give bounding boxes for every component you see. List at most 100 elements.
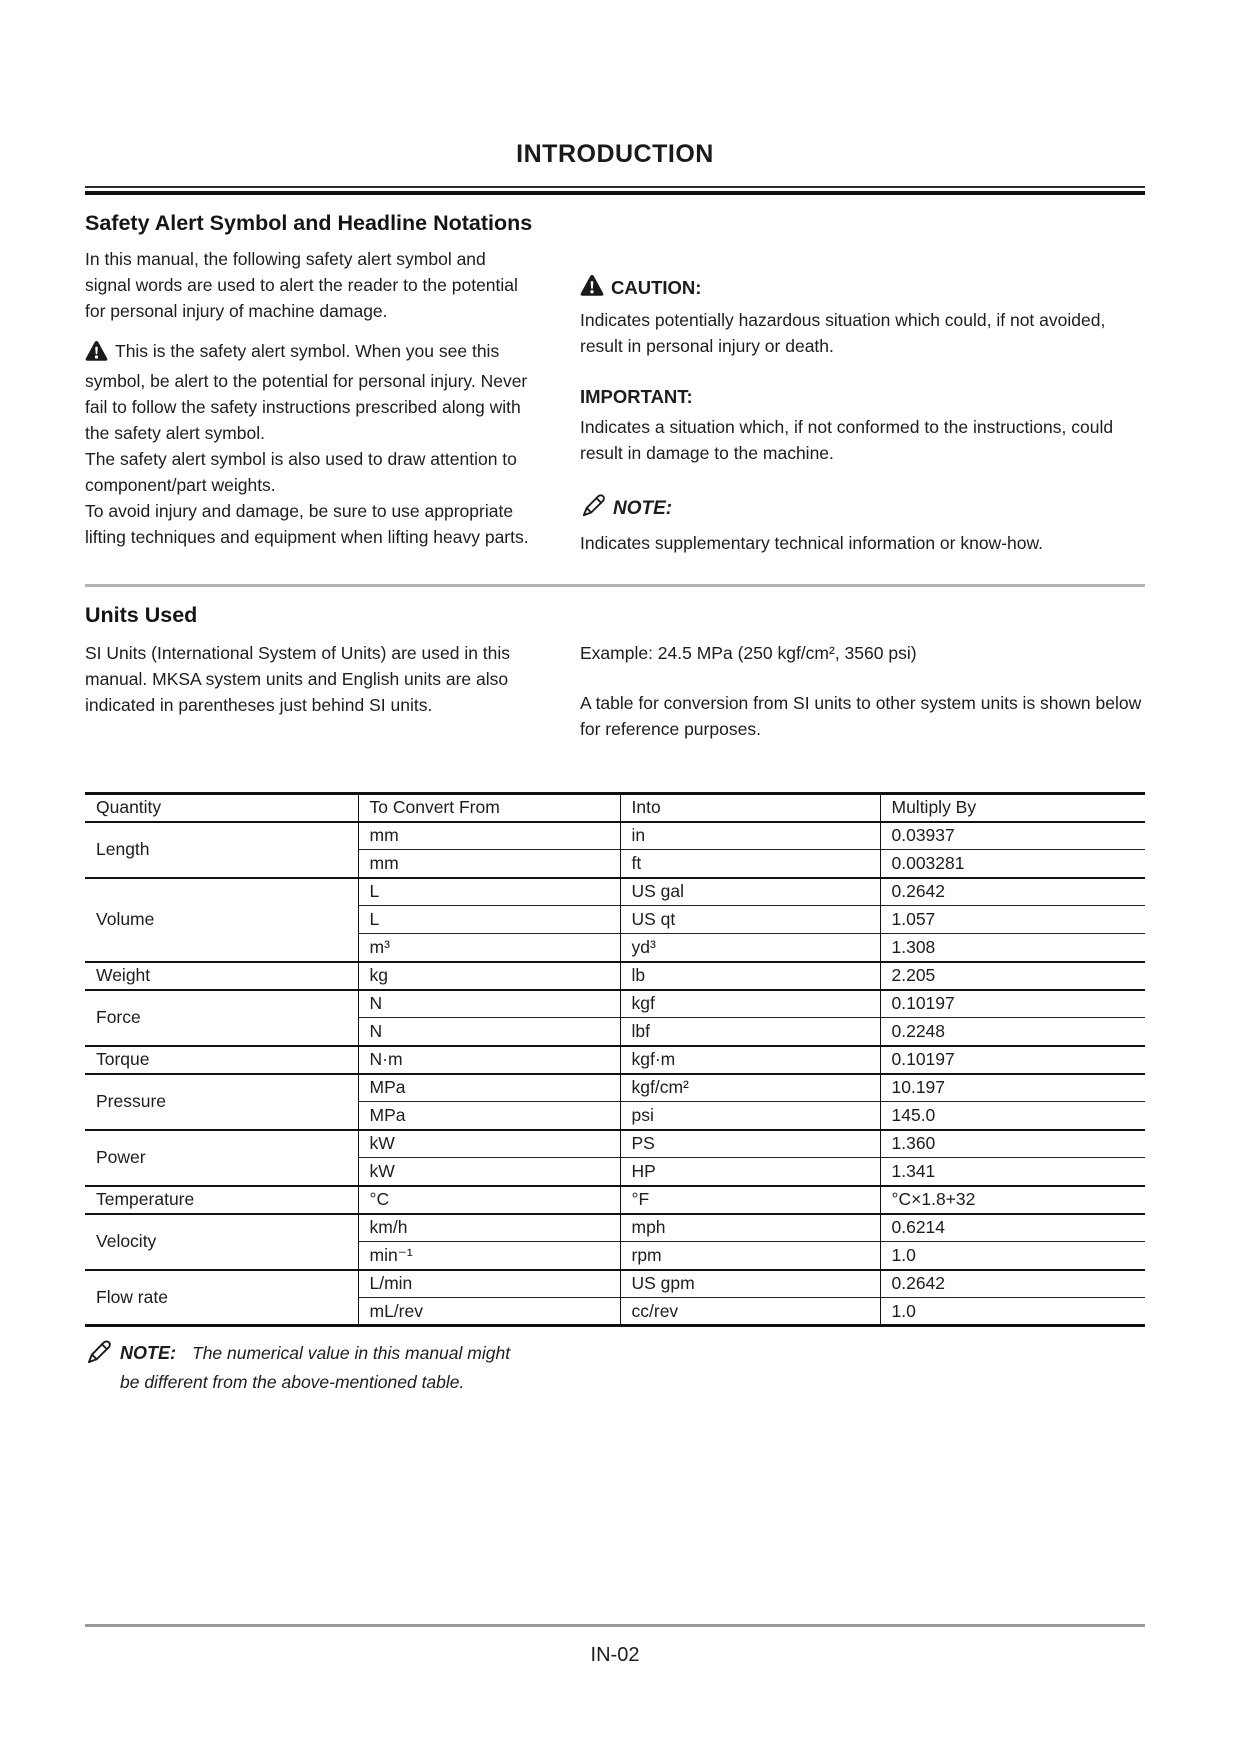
multiply-cell: 0.6214 (879, 1212, 1145, 1242)
into-cell: HP (619, 1157, 880, 1186)
safety-alert-icon (85, 340, 108, 368)
page-footer: IN-02 (85, 1624, 1145, 1668)
quantity-cell: Flow rate (85, 1268, 358, 1326)
table-header-row: Quantity To Convert From Into Multiply B… (85, 793, 1145, 823)
quantity-cell: Temperature (85, 1184, 358, 1214)
multiply-cell: 1.308 (879, 933, 1145, 962)
table-row: Flow rate L/min US gpm 0.2642 (85, 1268, 1145, 1326)
multiply-cell: 2.205 (879, 960, 1145, 990)
important-block: IMPORTANT: Indicates a situation which, … (580, 386, 1145, 466)
from-cell: mL/rev (357, 1297, 620, 1326)
from-cell: °C (357, 1184, 620, 1214)
header-into: Into (619, 793, 880, 823)
from-cell: MPa (357, 1101, 620, 1130)
header-quantity: Quantity (85, 793, 358, 823)
multiply-cell: 0.003281 (879, 849, 1145, 878)
from-cell: N·m (357, 1044, 620, 1074)
into-cell: US qt (619, 905, 880, 934)
into-cell: PS (619, 1128, 880, 1158)
units-example: Example: 24.5 MPa (250 kgf/cm², 3560 psi… (580, 643, 917, 663)
multiply-cell: 1.0 (879, 1297, 1145, 1326)
table-row: min⁻¹ rpm 1.0 (85, 1241, 1145, 1270)
quantity-cell: Torque (85, 1044, 358, 1074)
quantity-cell: Weight (85, 960, 358, 990)
multiply-cell: 0.2642 (879, 1268, 1145, 1298)
note-label: NOTE: (613, 497, 673, 519)
conversion-table: Quantity To Convert From Into Multiply B… (85, 792, 1145, 1327)
multiply-cell: 0.10197 (879, 1044, 1145, 1074)
table-row: MPa psi 145.0 (85, 1101, 1145, 1130)
safety-section: In this manual, the following safety ale… (85, 246, 1145, 556)
multiply-cell: 145.0 (879, 1101, 1145, 1130)
multiply-cell: 0.2248 (879, 1017, 1145, 1046)
multiply-cell: 0.10197 (879, 988, 1145, 1018)
table-row: Volume L US gal 0.2642 (85, 876, 1145, 962)
conversion-table-body: Length mm in 0.03937 mm ft 0.003281 Volume L US g… (85, 820, 1145, 1326)
units-left-column: SI Units (International System of Units)… (85, 640, 535, 742)
table-row: mL/rev cc/rev 1.0 (85, 1297, 1145, 1326)
table-row: Power kW PS 1.360 (85, 1128, 1145, 1186)
into-cell: kgf·m (619, 1044, 880, 1074)
from-cell: L/min (357, 1268, 620, 1298)
from-cell: N (357, 988, 620, 1018)
table-row: Velocity km/h mph 0.6214 (85, 1212, 1145, 1270)
important-text: Indicates a situation which, if not conf… (580, 417, 1114, 463)
from-cell: mm (357, 849, 620, 878)
bottom-note: NOTE: The numerical value in this manual … (85, 1339, 1145, 1397)
safety-symbol-paragraph: This is the safety alert symbol. When yo… (85, 338, 535, 550)
into-cell: psi (619, 1101, 880, 1130)
safety-section-heading: Safety Alert Symbol and Headline Notatio… (85, 211, 533, 235)
from-cell: m³ (357, 933, 620, 962)
pencil-note-icon (85, 1339, 112, 1371)
into-cell: US gpm (619, 1268, 880, 1298)
table-row: Weight kg lb 2.205 (85, 960, 1145, 990)
from-cell: L (357, 876, 620, 906)
from-cell: L (357, 905, 620, 934)
multiply-cell: 1.057 (879, 905, 1145, 934)
safety-right-column: CAUTION: Indicates potentially hazardous… (580, 246, 1145, 556)
into-cell: lb (619, 960, 880, 990)
quantity-cell: Pressure (85, 1072, 358, 1130)
table-row: Torque N·m kgf·m 0.10197 (85, 1044, 1145, 1074)
safety-intro-paragraph: In this manual, the following safety ale… (85, 249, 518, 321)
units-left-paragraph: SI Units (International System of Units)… (85, 643, 511, 715)
into-cell: rpm (619, 1241, 880, 1270)
caution-block: CAUTION: Indicates potentially hazardous… (580, 274, 1145, 359)
note-text: Indicates supplementary technical inform… (580, 533, 1044, 553)
table-row: m³ yd³ 1.308 (85, 933, 1145, 962)
from-cell: km/h (357, 1212, 620, 1242)
page-number: IN-02 (590, 1644, 640, 1666)
multiply-cell: 0.03937 (879, 820, 1145, 850)
from-cell: MPa (357, 1072, 620, 1102)
caution-label: CAUTION: (611, 276, 702, 298)
units-section: SI Units (International System of Units)… (85, 640, 1145, 742)
section-divider (85, 584, 1145, 587)
into-cell: kgf (619, 988, 880, 1018)
multiply-cell: 1.341 (879, 1157, 1145, 1186)
into-cell: ft (619, 849, 880, 878)
into-cell: cc/rev (619, 1297, 880, 1326)
multiply-cell: °C×1.8+32 (879, 1184, 1145, 1214)
quantity-cell: Volume (85, 876, 358, 962)
units-section-heading: Units Used (85, 603, 198, 627)
table-row: L US qt 1.057 (85, 905, 1145, 934)
from-cell: kW (357, 1157, 620, 1186)
page-title: INTRODUCTION (516, 140, 714, 168)
into-cell: yd³ (619, 933, 880, 962)
multiply-cell: 0.2642 (879, 876, 1145, 906)
into-cell: mph (619, 1212, 880, 1242)
conversion-table-header: Quantity To Convert From Into Multiply B… (85, 793, 1145, 823)
bottom-note-text-wrap: NOTE: The numerical value in this manual … (120, 1339, 530, 1397)
title-rule (85, 186, 1145, 195)
multiply-cell: 10.197 (879, 1072, 1145, 1102)
important-label: IMPORTANT: (580, 386, 693, 407)
important-heading: IMPORTANT: (580, 386, 1145, 408)
quantity-cell: Power (85, 1128, 358, 1186)
quantity-cell: Force (85, 988, 358, 1046)
from-cell: kW (357, 1128, 620, 1158)
note-heading: NOTE: (580, 493, 1145, 524)
from-cell: mm (357, 820, 620, 850)
